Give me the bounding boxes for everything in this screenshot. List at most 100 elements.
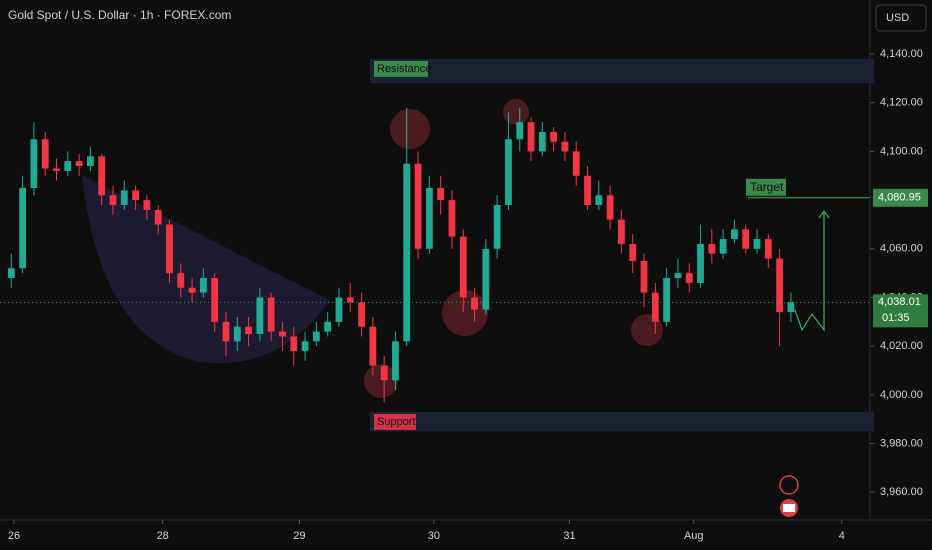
x-tick-label: 26 — [8, 530, 20, 542]
current-price-label: 4,038.01 — [878, 296, 921, 308]
current-price-bg — [873, 294, 928, 328]
candle-body — [651, 292, 659, 322]
y-tick-label: 4,120.00 — [880, 97, 923, 109]
target-label: Target — [750, 180, 784, 194]
candle-body — [471, 297, 478, 310]
support-label: Support — [377, 416, 416, 428]
y-tick-label: 4,140.00 — [880, 48, 923, 60]
candle-body — [41, 139, 49, 169]
candle-body — [403, 163, 411, 342]
candle-body — [7, 268, 15, 279]
candle-body — [211, 278, 219, 322]
x-tick-label: 29 — [293, 530, 305, 542]
candle-body — [132, 190, 139, 201]
candle-body — [245, 326, 252, 335]
candle-body — [550, 131, 558, 142]
candle-body — [166, 224, 173, 274]
candle-body — [697, 243, 704, 283]
candle-body — [346, 297, 354, 303]
support-zone — [370, 411, 874, 432]
highlight-circle — [503, 99, 529, 125]
candle-body — [75, 161, 83, 167]
candle-body — [425, 187, 433, 249]
candle-body — [87, 156, 94, 167]
candle-body — [109, 195, 117, 205]
candle-body — [188, 287, 196, 293]
y-tick-label: 3,980.00 — [880, 437, 923, 449]
candle-body — [493, 204, 501, 249]
currency-label: USD — [886, 12, 909, 24]
x-tick-label: 28 — [157, 530, 169, 542]
candle-body — [267, 297, 275, 332]
target-label-bg — [746, 178, 786, 196]
candle-body — [584, 175, 591, 205]
resistance-label: Resistance — [377, 63, 431, 75]
candle-body — [459, 236, 467, 298]
y-tick-label: 4,060.00 — [880, 243, 923, 255]
candle-body — [527, 122, 535, 152]
currency-button[interactable] — [875, 4, 927, 32]
candle-body — [324, 321, 332, 332]
x-tick-label: 30 — [428, 530, 440, 542]
candle-body — [448, 200, 456, 237]
chart-title: Gold Spot / U.S. Dollar · 1h · FOREX.com — [8, 8, 231, 22]
candle-body — [674, 273, 682, 279]
candle-body — [256, 297, 264, 335]
resistance-zone — [370, 58, 874, 84]
candle-body — [120, 190, 128, 205]
candle-body — [64, 161, 72, 171]
candle-body — [618, 219, 625, 244]
candle-body — [482, 248, 490, 310]
candle-body — [595, 195, 603, 205]
projection-path — [794, 212, 825, 332]
candle-body — [516, 122, 524, 140]
candle-body — [279, 331, 286, 337]
highlight-circle — [390, 109, 430, 149]
candle-body — [312, 331, 320, 342]
candle-body — [301, 341, 309, 352]
candle-body — [30, 139, 38, 188]
target-price-bg — [873, 188, 928, 207]
candle-body — [290, 336, 298, 352]
candle-body — [154, 209, 162, 225]
candle-body — [572, 151, 580, 176]
resistance-label-bg — [374, 60, 428, 77]
candle-body — [719, 239, 727, 254]
candle-body — [222, 321, 230, 342]
y-tick-label: 3,960.00 — [880, 486, 923, 498]
event-icon — [779, 475, 799, 495]
candle-body — [538, 131, 546, 152]
x-tick-label: Aug — [684, 530, 704, 542]
candle-body — [742, 229, 750, 249]
candle-body — [753, 239, 761, 249]
candle-body — [177, 273, 185, 288]
candle-body — [358, 302, 365, 327]
candle-body — [143, 200, 151, 210]
candle-body — [685, 273, 693, 283]
candle-body — [787, 302, 795, 313]
candle-body — [380, 365, 388, 381]
candle-body — [437, 187, 445, 201]
candle-body — [233, 326, 241, 342]
candle-body — [98, 156, 106, 196]
candle-body — [606, 195, 614, 220]
candle-body — [505, 139, 512, 205]
candle-body — [561, 141, 569, 152]
candle-body — [53, 168, 60, 171]
candle-body — [19, 187, 26, 269]
projection-arrow — [818, 209, 830, 219]
y-tick-label: 4,100.00 — [880, 145, 923, 157]
candle-body — [731, 229, 738, 240]
countdown-label: 01:35 — [882, 312, 910, 324]
y-tick-label: 4,000.00 — [880, 389, 923, 401]
target-price-label: 4,080.95 — [878, 192, 921, 204]
candle-body — [764, 239, 772, 259]
candle-body — [640, 260, 648, 293]
candle-body — [629, 243, 637, 261]
candle-body — [708, 243, 716, 254]
candle-body — [414, 163, 422, 249]
x-tick-label: 31 — [563, 530, 575, 542]
candle-body — [369, 326, 377, 366]
candle-body — [335, 297, 343, 322]
